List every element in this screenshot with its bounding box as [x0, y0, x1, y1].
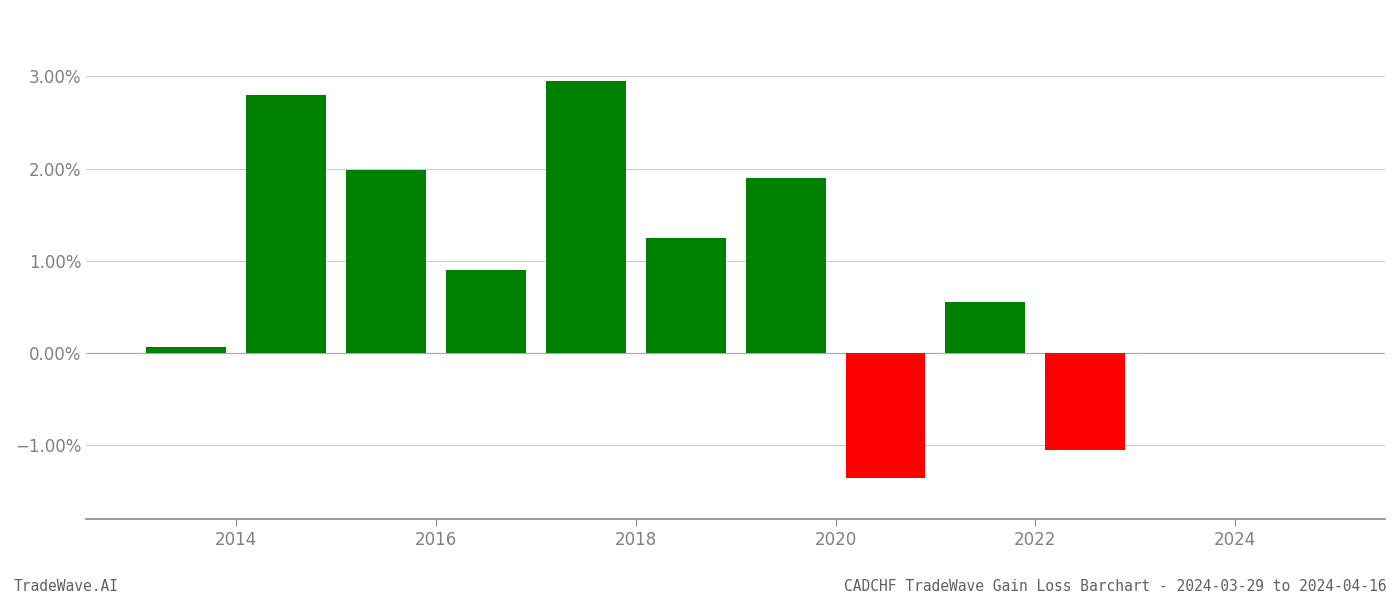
Bar [346, 170, 426, 353]
Bar [746, 178, 826, 353]
Bar [146, 347, 227, 353]
Bar [246, 95, 326, 353]
Bar [1046, 353, 1126, 450]
Bar [945, 302, 1025, 353]
Bar [445, 270, 526, 353]
Text: TradeWave.AI: TradeWave.AI [14, 579, 119, 594]
Bar [645, 238, 725, 353]
Bar [846, 353, 925, 478]
Text: CADCHF TradeWave Gain Loss Barchart - 2024-03-29 to 2024-04-16: CADCHF TradeWave Gain Loss Barchart - 20… [843, 579, 1386, 594]
Bar [546, 81, 626, 353]
